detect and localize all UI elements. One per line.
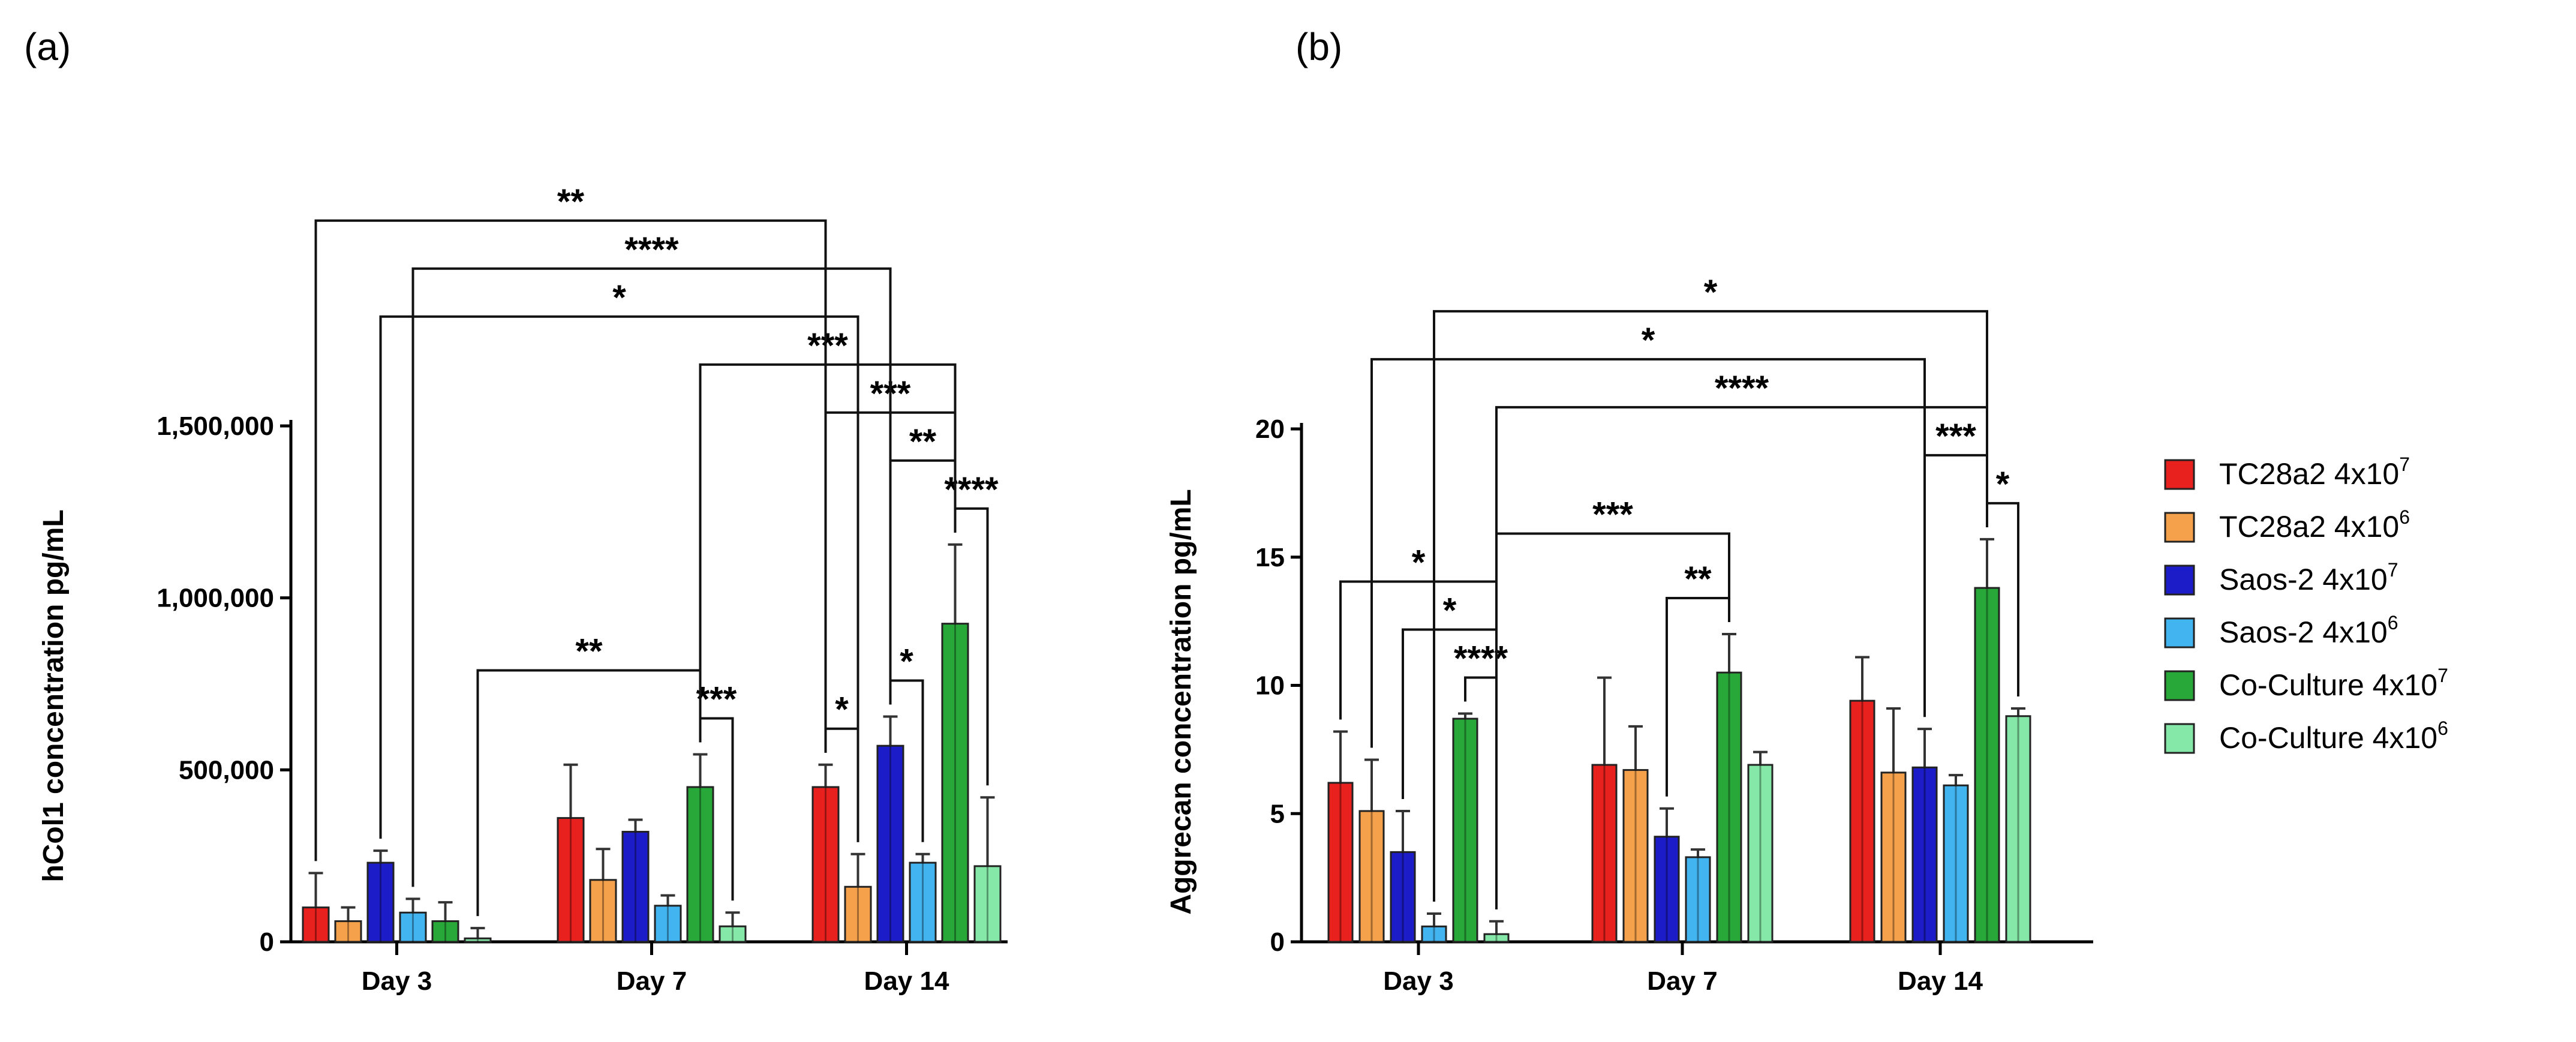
bar — [1747, 764, 1774, 943]
bar — [1358, 810, 1385, 943]
significance-bracket — [476, 669, 702, 917]
bar — [686, 786, 714, 943]
bar — [1943, 784, 1969, 943]
y-tick-label: 15 — [1255, 543, 1285, 572]
bar — [844, 885, 872, 943]
bar — [557, 817, 585, 943]
legend-swatch — [2164, 617, 2195, 648]
panel-b-y-axis-title: Aggrecan concentration pg/mL — [1165, 489, 1197, 914]
bar — [464, 937, 492, 943]
significance-label: **** — [944, 470, 999, 509]
significance-label: **** — [624, 230, 679, 269]
significance-label: **** — [1454, 639, 1508, 678]
bar — [399, 911, 427, 943]
bar — [1421, 925, 1447, 943]
x-tick-label: Day 7 — [1647, 966, 1717, 996]
y-tick-label: 1,500,000 — [157, 412, 274, 441]
legend-label: Saos-2 4x106 — [2219, 612, 2398, 649]
y-tick-label: 10 — [1255, 671, 1285, 701]
legend-label: Co-Culture 4x106 — [2219, 717, 2448, 755]
x-tick-label: Day 3 — [362, 966, 432, 996]
bar — [719, 925, 747, 943]
panel-b-label: (b) — [1295, 25, 1342, 68]
bar — [334, 920, 362, 943]
x-tick-label: Day 14 — [864, 966, 949, 996]
x-tick-label: Day 14 — [1898, 966, 1983, 996]
significance-label: *** — [696, 680, 737, 719]
x-tick-label: Day 7 — [617, 966, 687, 996]
bar — [1654, 836, 1680, 943]
y-tick-label: 5 — [1270, 799, 1285, 828]
legend-label: Co-Culture 4x107 — [2219, 665, 2448, 702]
x-tick-label: Day 3 — [1383, 966, 1453, 996]
bar — [1880, 771, 1907, 943]
y-tick-label: 20 — [1255, 415, 1285, 444]
bar — [2005, 715, 2031, 943]
significance-bracket — [1433, 310, 1988, 902]
legend-swatch — [2164, 723, 2195, 754]
legend-swatch — [2164, 564, 2195, 596]
y-tick-label: 1,000,000 — [157, 584, 274, 613]
bar — [1327, 782, 1354, 943]
legend: TC28a2 4x107 TC28a2 4x106 Saos-2 4x107 Saos… — [2164, 454, 2448, 755]
panel-a-y-axis-title: hCol1 concentration pg/mL — [38, 509, 70, 882]
legend-label: TC28a2 4x107 — [2219, 454, 2410, 491]
bar — [909, 861, 937, 943]
significance-label: * — [835, 690, 849, 729]
bar — [1974, 587, 2000, 943]
significance-label: * — [1996, 465, 2010, 504]
significance-label: * — [612, 278, 626, 317]
bar — [1622, 769, 1649, 943]
significance-bracket — [411, 267, 892, 887]
bar — [973, 865, 1002, 943]
bar — [1390, 851, 1416, 943]
significance-label: ** — [1684, 560, 1712, 599]
bar — [1685, 856, 1711, 943]
bar — [1849, 699, 1875, 943]
significance-label: *** — [1592, 496, 1633, 534]
bar — [1483, 933, 1510, 943]
legend-label: TC28a2 4x106 — [2219, 506, 2410, 543]
bar — [431, 920, 459, 943]
significance-label: * — [1704, 273, 1718, 312]
legend-swatch — [2164, 512, 2195, 543]
legend-label: Saos-2 4x107 — [2219, 559, 2398, 596]
panel-a-label: (a) — [24, 25, 71, 68]
bar — [941, 623, 969, 943]
significance-label: *** — [1935, 417, 1976, 456]
y-tick-label: 0 — [260, 927, 274, 957]
panel-a-plot: 0 500,000 1,000,000 1,500,000 Day 3 Day 7 Day … — [157, 182, 1008, 996]
significance-bracket — [699, 363, 957, 743]
significance-label: ** — [909, 422, 937, 461]
bar — [654, 905, 682, 943]
bar — [876, 744, 904, 943]
significance-label: *** — [807, 326, 848, 365]
bar — [1591, 764, 1618, 943]
bar — [366, 861, 395, 943]
bar — [1452, 717, 1478, 943]
significance-label: ** — [557, 182, 585, 221]
significance-label: * — [900, 642, 913, 681]
significance-label: * — [1443, 591, 1457, 630]
y-tick-label: 0 — [1270, 927, 1285, 957]
bar — [1716, 671, 1742, 943]
significance-label: * — [1642, 321, 1655, 360]
significance-bracket — [1370, 358, 1926, 748]
bar — [589, 879, 617, 943]
bar — [1911, 766, 1938, 943]
y-tick-label: 500,000 — [179, 755, 274, 785]
significance-label: * — [1412, 543, 1426, 582]
significance-label: **** — [1715, 369, 1769, 408]
bar — [302, 906, 330, 943]
legend-swatch — [2164, 670, 2195, 701]
bar — [621, 831, 650, 943]
significance-bracket — [314, 219, 827, 861]
legend-swatch — [2164, 459, 2195, 490]
significance-label: ** — [575, 632, 603, 671]
significance-bracket — [379, 315, 859, 842]
bar — [811, 786, 840, 943]
